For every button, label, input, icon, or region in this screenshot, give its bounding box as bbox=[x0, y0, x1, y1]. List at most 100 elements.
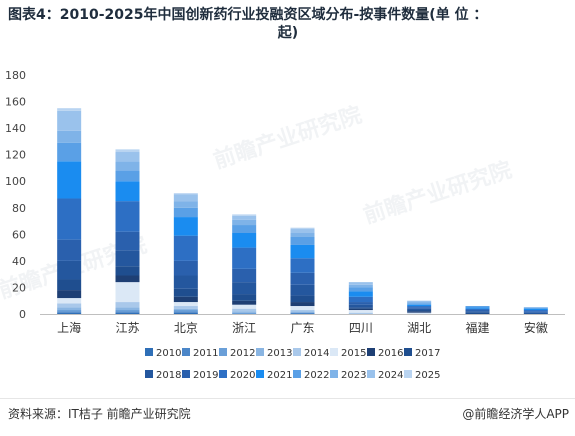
bar-segment bbox=[348, 282, 373, 285]
legend-entry: 2015 bbox=[341, 348, 366, 359]
bar-segment bbox=[407, 308, 432, 311]
bar-segment bbox=[115, 312, 140, 314]
bar-segment bbox=[115, 311, 140, 313]
bar-segment bbox=[173, 306, 198, 309]
bar-segment bbox=[173, 217, 198, 236]
brand-credit: @前瞻经济学人APP bbox=[462, 407, 569, 421]
bar-segment bbox=[57, 108, 82, 111]
x-tick-label: 四川 bbox=[349, 321, 373, 335]
bar-segment bbox=[290, 227, 315, 230]
bar-segment bbox=[348, 296, 373, 303]
bar-segment bbox=[290, 236, 315, 245]
bar-segment bbox=[232, 294, 257, 301]
x-tick-label: 福建 bbox=[465, 320, 489, 335]
bar-segment bbox=[173, 308, 198, 311]
bar-segment bbox=[290, 311, 315, 313]
x-tick-label: 浙江 bbox=[232, 321, 256, 335]
bar-segment bbox=[348, 287, 373, 292]
bar-segment bbox=[465, 310, 490, 312]
bar-segment bbox=[523, 308, 548, 311]
bar-segment bbox=[407, 302, 432, 304]
bar-segment bbox=[232, 219, 257, 226]
legend-swatch bbox=[330, 348, 338, 356]
bar-segment bbox=[348, 310, 373, 313]
legend-swatch bbox=[293, 348, 301, 356]
bar-segment bbox=[348, 302, 373, 305]
bar-segment bbox=[173, 312, 198, 314]
chart-title-line2: 起) bbox=[277, 25, 299, 41]
bar-segment bbox=[407, 311, 432, 313]
y-tick-label: 180 bbox=[5, 69, 26, 82]
legend-swatch bbox=[182, 348, 190, 356]
y-tick-label: 60 bbox=[12, 228, 26, 241]
legend-entry: 2020 bbox=[230, 370, 255, 381]
bar-segment bbox=[57, 307, 82, 311]
legend-entry: 2023 bbox=[341, 370, 366, 381]
bar-segment bbox=[173, 193, 198, 195]
legend-entry: 2012 bbox=[230, 348, 255, 359]
bar-segment bbox=[115, 282, 140, 303]
bar-segment bbox=[173, 201, 198, 208]
bar-segment bbox=[57, 310, 82, 312]
bar-segment bbox=[57, 279, 82, 291]
bar-segment bbox=[465, 311, 490, 313]
legend-entry: 2010 bbox=[156, 348, 181, 359]
y-tick-label: 20 bbox=[12, 281, 26, 294]
bar-segment bbox=[290, 229, 315, 234]
bar-segment bbox=[232, 282, 257, 295]
bar-segment bbox=[290, 302, 315, 307]
source-note: 资料来源：IT桔子 前瞻产业研究院 bbox=[8, 407, 191, 421]
bar-segment bbox=[407, 307, 432, 309]
legend-entry: 2021 bbox=[267, 370, 292, 381]
bar-segment bbox=[232, 308, 257, 312]
y-tick-label: 160 bbox=[5, 96, 26, 109]
bar-segment bbox=[173, 260, 198, 276]
legend-swatch bbox=[256, 348, 264, 356]
bar-segment bbox=[173, 194, 198, 202]
bar-segment bbox=[232, 215, 257, 220]
legend-swatch bbox=[293, 370, 301, 378]
legend-swatch bbox=[219, 348, 227, 356]
bar-segment bbox=[407, 312, 432, 314]
bar-segment bbox=[290, 244, 315, 259]
bar-segment bbox=[465, 312, 490, 314]
bar-segment bbox=[115, 250, 140, 267]
bar-segment bbox=[465, 308, 490, 311]
bar-segment bbox=[290, 258, 315, 273]
bar-segment bbox=[232, 311, 257, 313]
bar-segment bbox=[57, 290, 82, 299]
bar-segment bbox=[232, 225, 257, 234]
x-tick-label: 上海 bbox=[57, 320, 81, 335]
bar-segment bbox=[348, 307, 373, 309]
bar-segment bbox=[57, 198, 82, 240]
bar-segment bbox=[290, 306, 315, 311]
bar-segment bbox=[232, 268, 257, 283]
bar-segment bbox=[57, 239, 82, 261]
bar-segment bbox=[407, 310, 432, 312]
legend-swatch bbox=[256, 370, 264, 378]
legend-entry: 2022 bbox=[304, 370, 329, 381]
bar-segment bbox=[465, 306, 490, 308]
legend-entry: 2014 bbox=[304, 348, 329, 359]
bar-segment bbox=[407, 304, 432, 307]
bar-segment bbox=[115, 302, 140, 308]
x-tick-label: 广东 bbox=[290, 321, 314, 335]
bar-segment bbox=[57, 260, 82, 280]
bar-segment bbox=[407, 306, 432, 308]
bar-segment bbox=[115, 149, 140, 153]
bar-segment bbox=[348, 284, 373, 288]
bar-segment bbox=[465, 307, 490, 309]
bar-segment bbox=[232, 214, 257, 216]
bar-segment bbox=[348, 304, 373, 308]
x-tick-label: 江苏 bbox=[115, 321, 139, 335]
legend-swatch bbox=[145, 370, 153, 378]
bar-segment bbox=[348, 308, 373, 311]
stacked-bar-chart: 0 20 40 60 80 100 120 140 160 180 上海 江苏 北京 浙江 广东 四川 湖北 福建… bbox=[5, 69, 565, 381]
bar-segment bbox=[115, 310, 140, 312]
bar-segment bbox=[57, 312, 82, 314]
legend-swatch bbox=[219, 370, 227, 378]
y-tick-label: 140 bbox=[5, 122, 26, 135]
legend-entry: 2016 bbox=[378, 348, 403, 359]
bar-segment bbox=[115, 201, 140, 232]
legend-swatch bbox=[330, 370, 338, 378]
